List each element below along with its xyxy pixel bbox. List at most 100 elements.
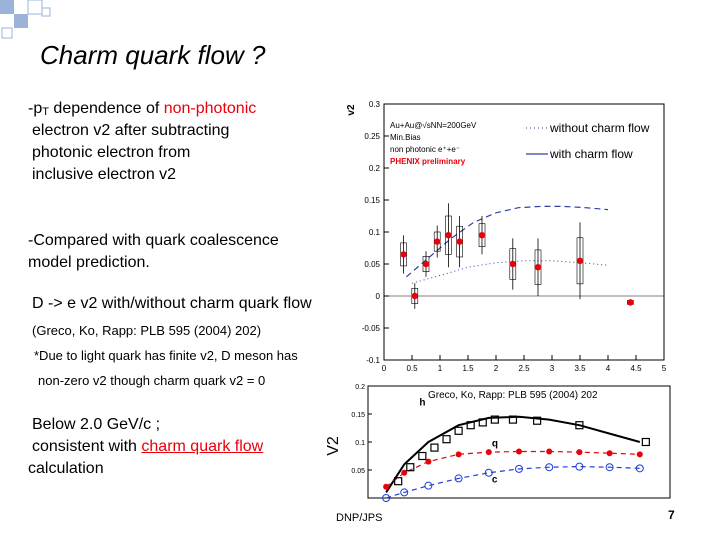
x-tick-label: 1.5: [462, 364, 474, 373]
marker-q: [401, 469, 408, 476]
data-point: [627, 299, 634, 306]
bullet-below2-line2: consistent with charm quark flow: [32, 436, 263, 458]
x-tick-label: 2: [494, 364, 499, 373]
x-tick-label: 0.5: [406, 364, 418, 373]
y-tick-label: 0.3: [369, 100, 381, 109]
hadron-data-point: [466, 421, 475, 430]
curve-c: [385, 465, 640, 499]
marker-c: [382, 494, 391, 502]
x-tick-label: 4.5: [630, 364, 642, 373]
y-tick-label: 0.2: [355, 384, 365, 391]
x-tick-label: 2.5: [518, 364, 530, 373]
y-axis-label: v2: [346, 104, 357, 116]
plot-frame: [383, 103, 665, 361]
data-point: [509, 260, 516, 268]
bullet-coalescence-line2: model prediction.: [28, 254, 150, 271]
y-tick-label: 0.1: [355, 440, 365, 447]
reference-greco: (Greco, Ko, Rapp: PLB 595 (2004) 202): [32, 323, 262, 338]
marker-q: [516, 448, 522, 455]
legend-info-text: Au+Au@√sNN=200GeV: [390, 121, 477, 130]
y-tick-label: 0.2: [369, 164, 381, 173]
slide-title: Charm quark flow ?: [40, 40, 266, 70]
y-axis-label: V2: [326, 436, 342, 456]
y-tick-label: -0.1: [366, 356, 380, 365]
phenix-v2-chart: -0.1 -0.05 0 0.05 0.1 0.15 0.2 0.25 0.3 0 0.5 1 1.5 2…: [346, 100, 667, 373]
legend-info-text: Min.Bias: [390, 133, 421, 142]
charm-flow-link: charm quark flow: [141, 438, 264, 455]
data-point: [534, 264, 542, 271]
marker-q: [485, 449, 492, 456]
y-tick-label: 0.05: [351, 468, 365, 475]
bullet-below2: Below 2.0 GeV/c ;: [32, 416, 161, 433]
marker-c: [545, 463, 554, 472]
marker-c: [635, 464, 644, 473]
hadron-data-point: [533, 416, 542, 425]
marker-c: [454, 474, 463, 483]
bullet-ptdep-line3: photonic electron from: [32, 144, 191, 161]
x-tick-label: 4: [606, 364, 611, 373]
marker-c: [575, 462, 584, 471]
hadron-data-point: [641, 437, 650, 447]
hadron-data-point: [406, 463, 415, 472]
x-tick-label: 3.5: [574, 364, 586, 373]
hadron-data-point: [508, 415, 518, 424]
bullet-dtoe: D -> e v2 with/without charm quark flow: [32, 295, 312, 312]
legend-info-text: PHENIX preliminary: [390, 157, 466, 166]
marker-c: [605, 463, 614, 472]
bullet-ptdep-line2: electron v2 after subtracting: [32, 122, 230, 139]
marker-c: [424, 481, 433, 490]
legend-label-without: without charm flow: [549, 121, 650, 135]
data-point: [434, 238, 441, 245]
marker-q: [425, 458, 432, 465]
marker-q: [383, 483, 390, 490]
hadron-data-point: [442, 435, 451, 444]
footnote-line1: *Due to light quark has finite v2, D mes…: [34, 348, 298, 363]
y-tick-label: 0.05: [364, 260, 380, 269]
footer-conference: DNP/JPS: [336, 512, 383, 524]
marker-c: [484, 468, 493, 477]
marker-q: [606, 450, 613, 457]
bullet-coalescence: -Compared with quark coalescence: [28, 232, 279, 249]
data-point: [576, 257, 584, 264]
marker-q: [576, 449, 583, 456]
hadron-data-point: [394, 477, 403, 486]
y-tick-label: 0.15: [351, 412, 365, 419]
data-point: [400, 251, 407, 258]
corner-decoration: [0, 0, 51, 39]
curve-label-c: c: [492, 474, 498, 485]
data-point: [445, 232, 452, 239]
marker-c: [400, 488, 409, 497]
reference-annotation: Greco, Ko, Rapp: PLB 595 (2004) 202: [428, 390, 598, 401]
consistent-prefix: consistent with: [32, 438, 142, 455]
pt-subscript: T: [42, 106, 49, 118]
x-tick-label: 5: [662, 364, 667, 373]
hadron-data-point: [478, 418, 487, 427]
legend-info-text: non photonic e⁺+e⁻: [390, 145, 460, 154]
plot-frame: [367, 385, 671, 499]
legend-label-with: with charm flow: [549, 147, 633, 161]
x-tick-label: 0: [382, 364, 387, 373]
hadron-data-point: [430, 443, 439, 452]
y-tick-label: 0: [376, 292, 381, 301]
curve-q: [385, 450, 640, 488]
non-photonic-highlight: non-photonic: [163, 100, 257, 117]
x-tick-label: 3: [550, 364, 555, 373]
y-tick-label: -0.05: [362, 324, 381, 333]
y-tick-label: 0.25: [364, 132, 380, 141]
curve-label-h: h: [419, 398, 425, 409]
data-point: [422, 260, 430, 268]
y-tick-label: 0.15: [364, 196, 380, 205]
greco-v2-chart: 0.05 0.1 0.15 0.2 V2 Greco, Ko, Rapp: PLB 595…: [326, 384, 671, 502]
bullet-ptdep-prefix: -p: [28, 100, 43, 117]
bullet-ptdep: -pT dependence of non-photonic: [28, 98, 256, 123]
footnote-line2: non-zero v2 though charm quark v2 = 0: [38, 373, 266, 388]
bullet-ptdep-mid: dependence of: [48, 100, 164, 117]
marker-q: [455, 451, 462, 458]
marker-q: [546, 448, 553, 455]
hadron-data-point: [418, 451, 427, 461]
hadron-data-point: [454, 426, 463, 435]
bullet-below2-line3: calculation: [28, 460, 104, 477]
marker-c: [515, 464, 523, 473]
y-tick-label: 0.1: [369, 228, 381, 237]
hadron-data-point: [490, 415, 499, 424]
